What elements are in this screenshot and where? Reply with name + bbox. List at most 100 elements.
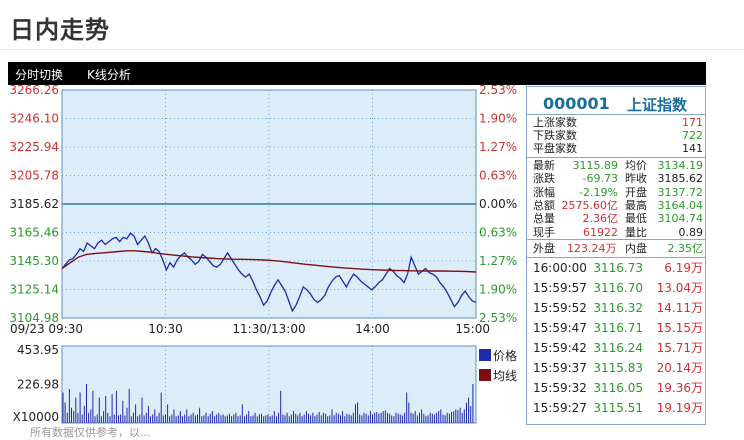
quote-value: 3134.19 bbox=[657, 159, 704, 172]
tick-price: 3115.83 bbox=[593, 361, 643, 375]
quote-row: 最新 3115.89 均价 3134.19 bbox=[527, 159, 705, 173]
intraday-chart: 3266.26 2.53% 3246.10 1.90% 3225.94 1.27% 3205… bbox=[9, 83, 518, 424]
quote-row: 现手 61922 量比 0.89 bbox=[527, 226, 705, 240]
tick-time: 16:00:00 bbox=[533, 261, 587, 275]
tick-row: 15:59:27 3115.51 19.19万 bbox=[527, 398, 705, 418]
tick-time: 15:59:32 bbox=[533, 381, 587, 395]
y-tick-label: 3104.98 bbox=[9, 311, 59, 325]
quote-row: 涨幅 -2.19% 开盘 3137.72 bbox=[527, 186, 705, 200]
outer-value: 123.24万 bbox=[567, 242, 617, 255]
x-tick-label: 11:30/13:00 bbox=[232, 322, 305, 336]
quote-row: 总额 2575.60亿 最高 3164.04 bbox=[527, 199, 705, 213]
breadth-row: 上涨家数 171 bbox=[527, 116, 705, 130]
title-divider bbox=[0, 49, 744, 50]
quote-row: 总量 2.36亿 最低 3104.74 bbox=[527, 212, 705, 226]
quote-label: 最高 bbox=[625, 198, 647, 212]
inner-value: 2.35亿 bbox=[667, 242, 704, 255]
tick-time: 15:59:27 bbox=[533, 401, 587, 415]
x-tick-label: 14:00 bbox=[355, 322, 390, 336]
volume-y-tick-label: X10000 bbox=[13, 410, 59, 424]
tick-time: 15:59:52 bbox=[533, 301, 587, 315]
y-tick-label: 3266.26 bbox=[9, 83, 59, 97]
y-tick-label-pct: 1.27% bbox=[479, 254, 517, 268]
y-tick-label: 3205.78 bbox=[9, 169, 59, 183]
breadth-label: 下跌家数 bbox=[533, 129, 577, 142]
volume-y-tick-label: 453.95 bbox=[17, 343, 59, 357]
tick-time: 15:59:47 bbox=[533, 321, 587, 335]
tick-volume: 15.71万 bbox=[656, 341, 703, 355]
quote-label: 均价 bbox=[625, 159, 647, 172]
quote-label: 最低 bbox=[625, 212, 647, 226]
toolbar-time-share-toggle[interactable]: 分时切换 bbox=[15, 68, 64, 82]
tick-volume: 20.14万 bbox=[656, 361, 703, 375]
divider bbox=[527, 239, 705, 240]
quote-label: 现手 bbox=[533, 225, 555, 239]
tick-volume: 6.19万 bbox=[664, 261, 703, 275]
breadth-row: 下跌家数 722 bbox=[527, 129, 705, 143]
y-tick-label: 3225.94 bbox=[9, 140, 59, 154]
x-tick-label: 10:30 bbox=[148, 322, 183, 336]
x-tick-label: 09/23 09:30 bbox=[10, 322, 83, 336]
tick-volume: 15.15万 bbox=[656, 321, 703, 335]
y-tick-label-pct: 0.00% bbox=[479, 197, 517, 211]
tick-volume: 13.04万 bbox=[656, 281, 703, 295]
tick-volume: 19.36万 bbox=[656, 381, 703, 395]
y-tick-label-pct: 1.27% bbox=[479, 140, 517, 154]
legend-label: 价格 bbox=[493, 348, 517, 363]
tick-price: 3116.05 bbox=[593, 381, 643, 395]
tick-row: 16:00:00 3116.73 6.19万 bbox=[527, 258, 705, 278]
y-tick-label: 3185.62 bbox=[9, 197, 59, 211]
breadth-label: 上涨家数 bbox=[533, 116, 577, 129]
quote-row: 涨跌 -69.73 昨收 3185.62 bbox=[527, 172, 705, 186]
tick-row: 15:59:47 3116.71 15.15万 bbox=[527, 318, 705, 338]
series-line-1 bbox=[61, 250, 477, 273]
legend-swatch bbox=[479, 349, 491, 361]
breadth-value: 722 bbox=[682, 129, 703, 142]
tick-price: 3115.51 bbox=[593, 401, 643, 415]
quote-value: 2575.60亿 bbox=[561, 198, 619, 212]
quote-label: 总额 bbox=[533, 198, 555, 212]
quote-label: 最新 bbox=[533, 159, 555, 172]
quote-value: 0.89 bbox=[678, 225, 704, 239]
tick-time: 15:59:42 bbox=[533, 341, 587, 355]
footer-note: 所有数据仅供参考，以... bbox=[30, 426, 151, 439]
tick-volume: 19.19万 bbox=[656, 401, 703, 415]
quote-value: -2.19% bbox=[579, 185, 618, 199]
legend-label: 均线 bbox=[493, 369, 517, 383]
quote-label: 开盘 bbox=[625, 185, 647, 199]
stock-name: 上证指数 bbox=[627, 96, 688, 114]
quote-value: 3104.74 bbox=[657, 212, 704, 226]
y-tick-label-pct: 0.63% bbox=[479, 226, 517, 240]
legend-swatch bbox=[479, 369, 491, 381]
divider bbox=[527, 257, 705, 258]
tick-row: 15:59:42 3116.24 15.71万 bbox=[527, 338, 705, 358]
divider bbox=[527, 114, 705, 115]
volume-plot-background bbox=[61, 345, 477, 424]
tick-price: 3116.73 bbox=[593, 261, 643, 275]
chart-toolbar: 分时切换 K线分析 bbox=[8, 62, 706, 85]
y-tick-label-pct: 2.53% bbox=[479, 311, 517, 325]
quote-value: 3185.62 bbox=[657, 172, 704, 186]
y-tick-label: 3125.14 bbox=[9, 283, 59, 297]
outer-inner-row: 外盘 123.24万 内盘 2.35亿 bbox=[527, 242, 705, 256]
quote-label: 涨幅 bbox=[533, 185, 555, 199]
y-tick-label-pct: 1.90% bbox=[479, 112, 517, 126]
tick-row: 15:59:32 3116.05 19.36万 bbox=[527, 378, 705, 398]
y-tick-label: 3246.10 bbox=[9, 112, 59, 126]
quote-value: 3137.72 bbox=[657, 185, 704, 199]
quote-value: -69.73 bbox=[582, 172, 618, 186]
x-tick-label: 15:00 bbox=[455, 322, 490, 336]
tick-price: 3116.24 bbox=[593, 341, 643, 355]
y-tick-label: 3145.30 bbox=[9, 254, 59, 268]
toolbar-kline-analysis[interactable]: K线分析 bbox=[87, 68, 131, 82]
tick-price: 3116.71 bbox=[593, 321, 643, 335]
quote-panel: 000001 上证指数 上涨家数 171 下跌家数 722 平盘家数 141 最新 … bbox=[526, 86, 706, 425]
y-tick-label-pct: 1.90% bbox=[479, 283, 517, 297]
tick-row: 15:59:57 3116.70 13.04万 bbox=[527, 278, 705, 298]
tick-row: 15:59:37 3115.83 20.14万 bbox=[527, 358, 705, 378]
stock-code: 000001 bbox=[543, 94, 610, 113]
quote-value: 61922 bbox=[583, 225, 618, 239]
quote-label: 昨收 bbox=[625, 172, 647, 186]
tick-time: 15:59:57 bbox=[533, 281, 587, 295]
y-tick-label-pct: 0.63% bbox=[479, 169, 517, 183]
